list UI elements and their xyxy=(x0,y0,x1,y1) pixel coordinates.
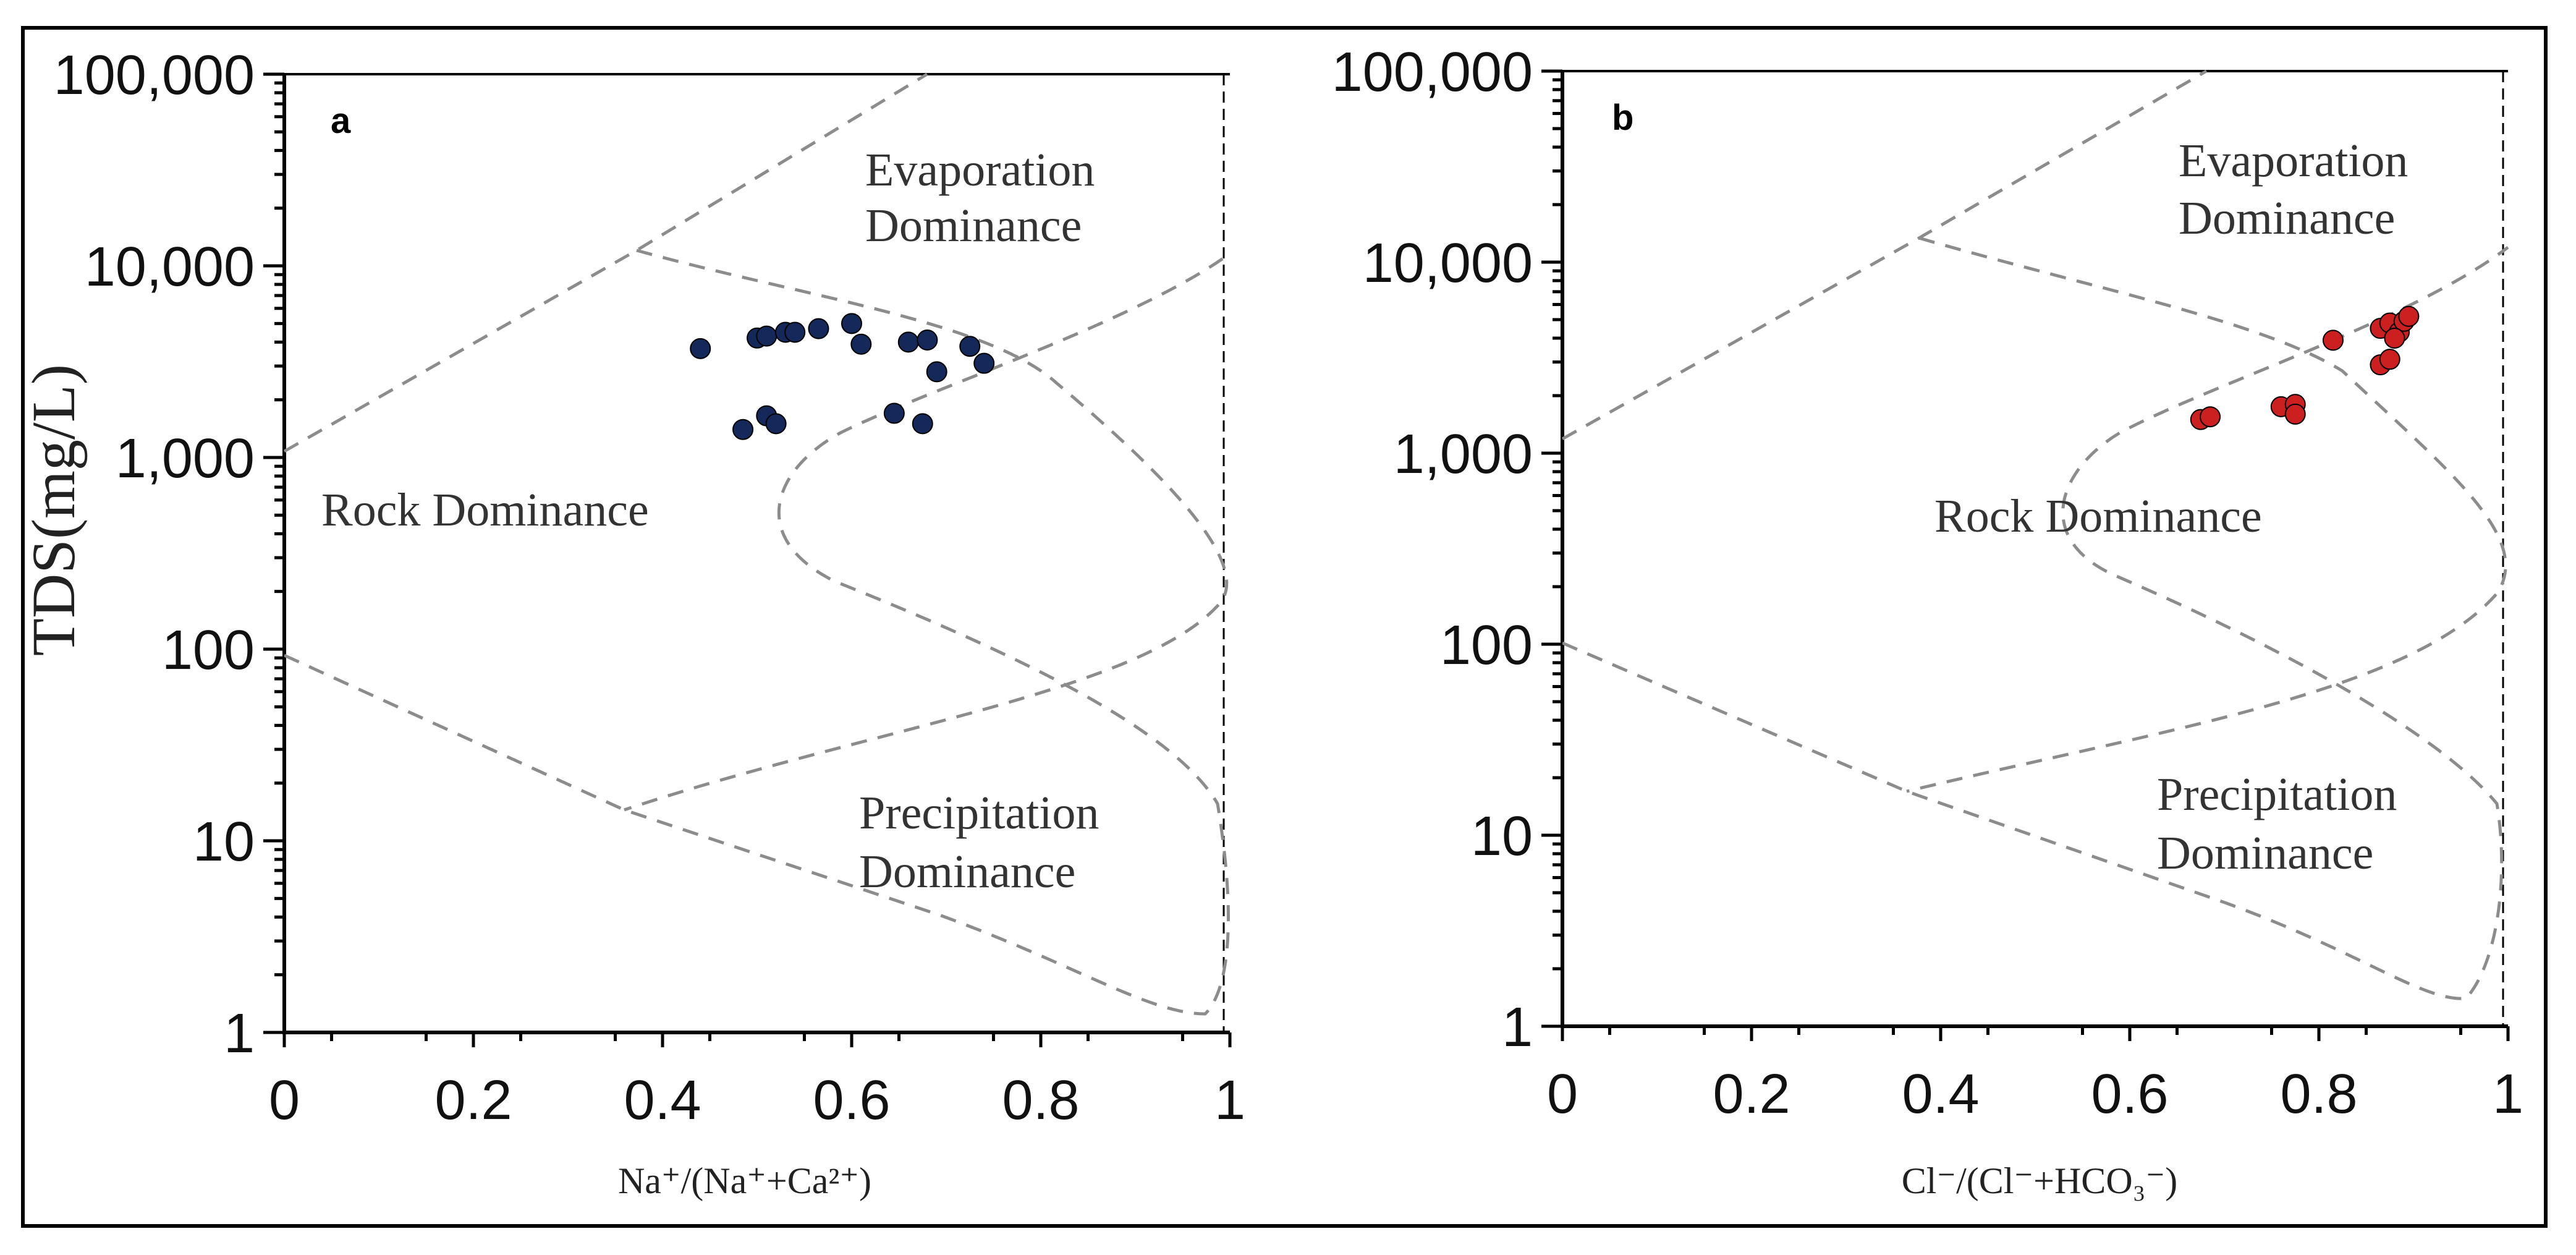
panel-a-data-point xyxy=(784,321,806,343)
panel-a-data-point xyxy=(897,331,919,353)
panel-b-x-tick-label: 0.6 xyxy=(2091,1063,2168,1125)
panel-b-y-tick-label: 1,000 xyxy=(1394,423,1533,485)
panel-b-x-tick-label: 0 xyxy=(1547,1063,1578,1125)
panel-a-data-point xyxy=(917,330,938,351)
panel-a-x-axis-label: Na⁺/(Na⁺+Ca²⁺) xyxy=(618,1160,871,1201)
panel-a-data-point xyxy=(732,419,754,440)
panel-a-data-point xyxy=(690,338,711,359)
panel-a-plot-area xyxy=(284,74,1230,1032)
panel-a-y-tick-label: 1 xyxy=(224,1003,255,1065)
figure-frame xyxy=(21,26,2548,1228)
panel-a-evaporation-dominance-label: Dominance xyxy=(865,200,1082,252)
panel-b-data-point xyxy=(2379,349,2400,370)
panel-a-precipitation-dominance-label: Dominance xyxy=(859,846,1075,898)
panel-b-y-tick-label: 100,000 xyxy=(1332,41,1533,103)
panel-a-rock-label: Rock Dominance xyxy=(321,484,649,536)
panel-a-evaporation-label: Evaporation xyxy=(865,144,1095,196)
panel-a-points xyxy=(690,313,995,440)
panel-b-letter: b xyxy=(1612,98,1633,138)
panel-b-x-tick-label: 1 xyxy=(2493,1063,2523,1125)
panel-b-data-point xyxy=(2398,305,2420,327)
panel-a-rock-boundary xyxy=(624,249,1229,812)
panel-a-y-tick-label: 1,000 xyxy=(116,428,255,490)
panel-a-y-axis-label: TDS(mg/L) xyxy=(19,364,88,656)
panel-a-x-tick-label: 0.4 xyxy=(624,1070,701,1131)
panel-b-evaporation-label: Evaporation xyxy=(2179,135,2408,187)
panel-b-data-point xyxy=(2322,330,2344,351)
panel-a-data-point xyxy=(973,352,995,374)
panel-a-precipitation-label: Precipitation xyxy=(859,787,1099,839)
panel-a-data-point xyxy=(808,318,829,339)
panel-b-precipitation-dominance-label: Dominance xyxy=(2157,827,2373,879)
panel-a-data-point xyxy=(765,413,787,435)
panel-b-y-tick-label: 10 xyxy=(1471,806,1533,867)
panel-b-evaporation-dominance-label: Dominance xyxy=(2179,192,2395,244)
panel-a-letter: a xyxy=(331,101,351,141)
panel-a-data-point xyxy=(959,336,981,357)
panel-a-data-point xyxy=(756,325,777,347)
panel-b-precipitation-label: Precipitation xyxy=(2157,768,2397,820)
panel-a-ticks: 0 0.2 0.4 0.6 0.8 1 1 10 100 1,000 10,000 100,000 xyxy=(54,45,1245,1131)
panel-b-points xyxy=(2190,305,2420,430)
panel-b-y-tick-label: 10,000 xyxy=(1363,232,1533,294)
panel-a-y-tick-label: 10,000 xyxy=(85,236,255,298)
panel-a-upper-envelope xyxy=(283,72,928,453)
panel-a-x-tick-label: 1 xyxy=(1214,1070,1245,1131)
panel-a-data-point xyxy=(850,333,872,355)
panel-b-data-point xyxy=(2384,327,2405,349)
panel-b-plot-area xyxy=(1562,71,2508,1026)
panel-b-x-tick-label: 0.8 xyxy=(2280,1063,2357,1125)
panel-a-data-point xyxy=(926,361,947,383)
panel-a-data-point xyxy=(912,413,933,435)
panel-b-data-point xyxy=(2200,406,2221,428)
panel-b-ticks: 0 0.2 0.4 0.6 0.8 1 1 10 100 1,000 10,000 100,000 xyxy=(1332,41,2523,1125)
panel-b-x-tick-label: 0.2 xyxy=(1713,1063,1790,1125)
panel-a-y-tick-label: 100,000 xyxy=(54,45,255,106)
panel-b-x-axis-label: Cl⁻/(Cl⁻+HCO₃⁻) xyxy=(1902,1160,2177,1201)
panel-b: 0 0.2 0.4 0.6 0.8 1 1 10 100 1,000 10,000 100,000 b… xyxy=(1332,41,2523,1201)
panel-b-lower-envelope xyxy=(1562,246,2509,1000)
panel-a-y-tick-label: 100 xyxy=(162,619,255,681)
panel-b-y-tick-label: 1 xyxy=(1502,997,1533,1058)
panel-b-x-tick-label: 0.4 xyxy=(1902,1063,1979,1125)
panel-a-x-tick-label: 0.8 xyxy=(1002,1070,1079,1131)
panel-a-y-tick-label: 10 xyxy=(193,811,255,873)
panel-a-x-tick-label: 0.2 xyxy=(434,1070,512,1131)
panel-a-lower-envelope xyxy=(283,252,1231,1016)
panel-a-data-point xyxy=(883,402,905,424)
panel-a-x-tick-label: 0 xyxy=(269,1070,300,1131)
panel-b-rock-boundary xyxy=(1906,236,2507,793)
panel-a-x-tick-label: 0.6 xyxy=(813,1070,890,1131)
panel-a: 0 0.2 0.4 0.6 0.8 1 1 10 100 1,000 10,000 100,000 a… xyxy=(19,45,1245,1201)
panel-b-rock-label: Rock Dominance xyxy=(1934,490,2262,542)
panel-a-data-point xyxy=(841,313,862,334)
panel-b-y-tick-label: 100 xyxy=(1440,615,1533,676)
panel-b-data-point xyxy=(2284,403,2306,425)
